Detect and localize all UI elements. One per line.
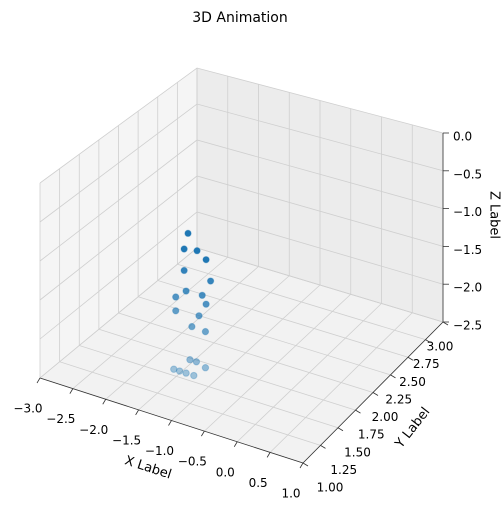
z-tick-label: −1.0 [453,205,482,219]
tick-mark [390,374,396,379]
tick-mark [201,430,205,437]
y-tick-label: 2.75 [413,357,440,371]
point [186,356,194,364]
point [201,364,210,372]
x-tick-label: 0.0 [216,465,235,479]
point [202,300,210,308]
grid-line [39,175,444,301]
x-tick-label: 1.0 [281,487,300,501]
x-tick-label: −0.5 [178,455,207,469]
z-tick-label: −2.0 [453,281,482,295]
y-tick-label: 2.25 [385,392,412,406]
x-tick-label: −3.0 [13,402,42,416]
point [170,365,178,373]
tick-mark [355,409,361,414]
panes [40,68,443,463]
point [175,367,184,375]
point [193,247,201,255]
point [188,322,196,331]
chart-title: 3D Animation [192,10,288,26]
grid-line [39,67,444,184]
point [172,293,180,301]
x-tick-label: 0.5 [249,476,268,490]
y-tick-label: 2.50 [399,375,426,389]
y-tick-label: 1.75 [358,428,385,442]
tick-mark [372,392,379,396]
tick-mark [302,462,309,467]
y-tick-label: 1.25 [330,463,357,477]
y-axis-line [302,321,444,464]
tick-mark [337,427,344,432]
point [180,245,188,253]
tick-mark [69,388,74,394]
y-tick-label: 2.00 [372,410,399,424]
tick-mark [442,321,449,326]
point [184,229,192,238]
y-tick-label: 1.50 [344,445,371,459]
tick-mark [168,420,172,426]
tick-mark [36,377,41,384]
z-tick-label: −1.5 [453,243,482,257]
tick-mark [135,409,139,416]
grid-line [39,103,444,223]
y-tick-label: 3.00 [427,340,454,354]
point [172,307,180,315]
point [182,369,190,377]
tick-mark [266,452,271,458]
x-tick-label: −2.5 [46,412,75,426]
point [192,358,201,366]
point [195,312,203,320]
tick-mark [425,339,431,343]
point [201,327,210,336]
z-tick-label: −0.5 [453,167,482,181]
point [198,291,206,300]
x-tick-label: −2.0 [79,423,108,437]
point [182,287,190,295]
x-tick-label: −1.5 [112,433,141,447]
point [180,266,188,275]
z-tick-label: 0.0 [453,130,472,144]
tick-mark [407,356,414,361]
point [202,255,210,264]
z-axis-label: Z Label [487,191,502,239]
tick-mark [320,445,326,449]
tick-mark [102,399,107,405]
x-tick-label: −1.0 [145,444,174,458]
tick-mark [299,462,304,469]
axes: −3.0 −2.5 −2.0 −1.5 −1.0 −0.5 0.0 0.5 1.0 1.00 1.2… [13,130,482,501]
marks [170,229,215,380]
grid-line [39,139,444,262]
point [206,277,215,285]
point [190,371,198,380]
grid-line [39,211,444,340]
z-tick-label: −2.5 [453,319,482,333]
x-axis-line [39,377,304,464]
tick-mark [233,441,238,447]
y-tick-label: 1.00 [317,481,344,495]
